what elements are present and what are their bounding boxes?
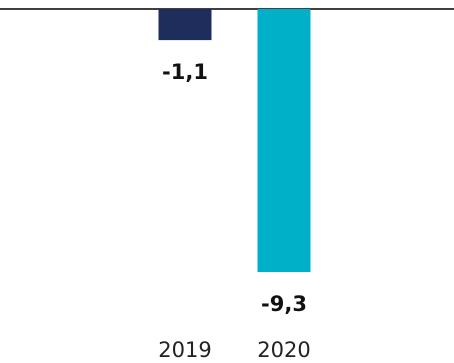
bar-2019: [158, 9, 212, 41]
bars-layer: [158, 9, 311, 272]
value-labels-layer: -1,1 -9,3: [162, 60, 307, 316]
value-label-2019: -1,1: [162, 60, 208, 84]
value-label-2020: -9,3: [261, 292, 307, 316]
bar-2020: [257, 9, 311, 272]
category-labels-layer: 2019 2020: [158, 338, 310, 362]
category-label-2019: 2019: [158, 338, 211, 362]
category-label-2020: 2020: [257, 338, 310, 362]
